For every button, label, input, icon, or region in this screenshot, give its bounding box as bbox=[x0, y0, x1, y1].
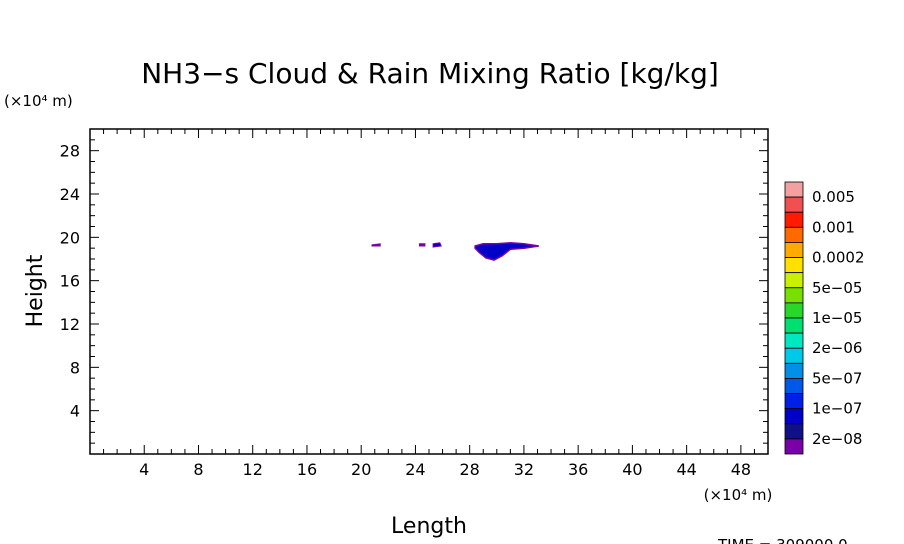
colorbar-label: 0.005 bbox=[812, 188, 855, 206]
colorbar-swatch bbox=[784, 317, 804, 334]
axis-ticks bbox=[90, 129, 768, 454]
y-axis-label: Height bbox=[23, 254, 48, 327]
x-tick-label: 8 bbox=[193, 460, 203, 479]
cloud-fragment-3 bbox=[432, 242, 442, 248]
colorbar-swatch bbox=[784, 332, 804, 349]
colorbar-label: 2e−06 bbox=[812, 339, 862, 357]
x-tick-label: 36 bbox=[568, 460, 588, 479]
colorbar-swatch bbox=[784, 347, 804, 364]
colorbar-swatch bbox=[784, 196, 804, 213]
colorbar-swatch bbox=[784, 242, 804, 258]
colorbar-swatch bbox=[784, 408, 804, 425]
colorbar-swatch bbox=[784, 211, 804, 228]
y-axis-unit: (×10⁴ m) bbox=[4, 92, 73, 110]
x-tick-labels: 4 8 12 16 20 24 28 32 36 40 44 48 bbox=[139, 460, 751, 479]
colorbar-swatch bbox=[784, 393, 804, 410]
colorbar-swatch bbox=[784, 302, 804, 319]
colorbar-label: 5e−05 bbox=[812, 279, 862, 297]
colorbar: 0.005 0.001 0.0002 5e−05 1e−05 2e−06 5e−07 1e−0… bbox=[784, 181, 865, 455]
plot-area bbox=[89, 128, 769, 455]
x-tick-label: 12 bbox=[243, 460, 263, 479]
colorbar-swatch bbox=[784, 378, 804, 394]
y-tick-label: 4 bbox=[70, 402, 80, 421]
main-cloud bbox=[474, 242, 539, 261]
x-tick-label: 48 bbox=[731, 460, 751, 479]
colorbar-label: 1e−05 bbox=[812, 309, 862, 327]
colorbar-swatch bbox=[784, 257, 804, 274]
colorbar-swatch bbox=[784, 423, 804, 440]
colorbar-swatch bbox=[784, 272, 804, 289]
plot-frame bbox=[89, 128, 769, 455]
x-tick-label: 44 bbox=[676, 460, 696, 479]
data-regions bbox=[371, 242, 539, 261]
x-tick-label: 28 bbox=[460, 460, 480, 479]
colorbar-swatch bbox=[784, 181, 804, 198]
y-tick-label: 12 bbox=[60, 315, 80, 334]
y-tick-label: 8 bbox=[70, 358, 80, 377]
colorbar-swatch bbox=[784, 287, 804, 304]
colorbar-label: 0.001 bbox=[812, 218, 855, 236]
colorbar-swatch bbox=[784, 438, 804, 455]
y-tick-label: 24 bbox=[60, 185, 80, 204]
time-label: TIME = 309000.0 bbox=[717, 536, 848, 544]
colorbar-swatch bbox=[784, 226, 804, 243]
x-tick-label: 16 bbox=[297, 460, 317, 479]
y-tick-label: 20 bbox=[60, 228, 80, 247]
cloud-fragment-1 bbox=[371, 243, 381, 247]
chart-title: NH3−s Cloud & Rain Mixing Ratio [kg/kg] bbox=[141, 57, 719, 90]
colorbar-label: 1e−07 bbox=[812, 400, 862, 418]
y-tick-label: 28 bbox=[60, 142, 80, 161]
cloud-fragment-2 bbox=[419, 243, 426, 247]
y-tick-labels: 4 8 12 16 20 24 28 bbox=[60, 142, 80, 421]
colorbar-label: 5e−07 bbox=[812, 369, 862, 387]
x-axis-unit: (×10⁴ m) bbox=[704, 486, 773, 504]
x-tick-label: 4 bbox=[139, 460, 149, 479]
x-tick-label: 32 bbox=[514, 460, 534, 479]
x-axis-label: Length bbox=[391, 514, 467, 539]
colorbar-label: 2e−08 bbox=[812, 430, 862, 448]
colorbar-label: 0.0002 bbox=[812, 249, 865, 267]
x-tick-label: 24 bbox=[405, 460, 425, 479]
y-tick-label: 16 bbox=[60, 272, 80, 291]
colorbar-swatch bbox=[784, 362, 804, 379]
x-tick-label: 40 bbox=[622, 460, 642, 479]
x-tick-label: 20 bbox=[351, 460, 371, 479]
